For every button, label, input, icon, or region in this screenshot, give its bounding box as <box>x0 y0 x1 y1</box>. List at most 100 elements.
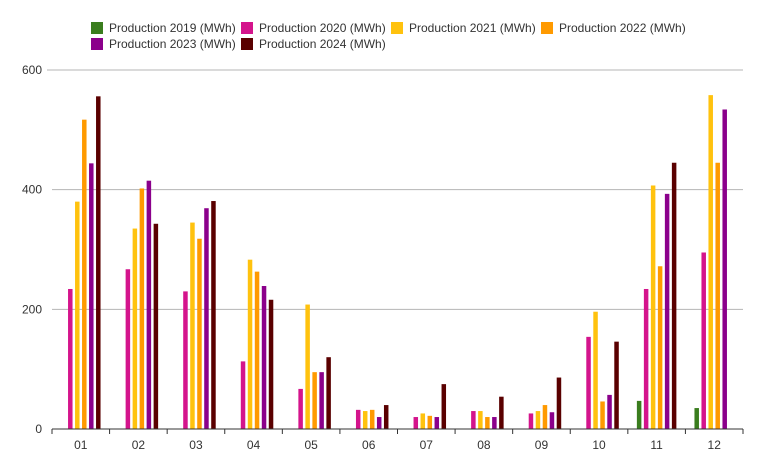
bar <box>671 162 677 429</box>
legend: Production 2019 (MWh) Production 2020 (MW… <box>91 21 686 51</box>
bar <box>362 411 368 429</box>
bar <box>701 252 706 429</box>
legend-item[interactable]: Production 2023 (MWh) <box>91 37 236 51</box>
bar <box>650 185 656 429</box>
bar <box>722 109 727 430</box>
grid-lines <box>52 69 743 310</box>
bar <box>383 405 389 429</box>
bar <box>183 291 188 429</box>
bar <box>427 415 433 429</box>
bar <box>715 162 720 429</box>
x-tick-label: 05 <box>304 438 318 452</box>
bar <box>146 180 152 429</box>
y-tick-label: 200 <box>22 302 42 316</box>
legend-swatch <box>91 38 103 50</box>
legend-item[interactable]: Production 2022 (MWh) <box>541 21 686 35</box>
bar <box>312 372 317 429</box>
bar <box>125 269 131 429</box>
legend-label: Production 2024 (MWh) <box>259 37 386 51</box>
bar <box>355 409 361 429</box>
legend-swatch <box>241 38 253 50</box>
bar <box>485 417 490 429</box>
bar <box>420 413 426 429</box>
legend-swatch <box>391 22 403 34</box>
bar <box>197 238 202 429</box>
bar <box>434 417 440 429</box>
bar <box>369 409 375 429</box>
bar <box>298 388 303 429</box>
legend-label: Production 2020 (MWh) <box>259 21 386 35</box>
legend-label: Production 2023 (MWh) <box>109 37 236 51</box>
bar <box>593 311 598 429</box>
bar <box>478 411 483 429</box>
legend-swatch <box>241 22 253 34</box>
bar <box>153 223 159 429</box>
y-tick-label: 0 <box>35 422 42 436</box>
bar <box>528 413 534 429</box>
bar <box>376 417 382 429</box>
bar <box>549 412 555 429</box>
bar <box>607 394 612 429</box>
legend-swatch <box>91 22 103 34</box>
legend-item[interactable]: Production 2024 (MWh) <box>241 37 386 51</box>
bar <box>413 417 419 429</box>
bar <box>139 188 145 429</box>
bar <box>240 361 246 429</box>
bar <box>664 193 670 429</box>
bar <box>89 163 94 429</box>
legend-swatch <box>541 22 553 34</box>
x-tick-label: 02 <box>132 438 146 452</box>
x-tick-label: 06 <box>362 438 376 452</box>
bar <box>268 299 274 429</box>
bar <box>247 259 253 429</box>
bar <box>535 411 541 429</box>
bar <box>636 400 642 429</box>
x-tick-label: 08 <box>477 438 491 452</box>
bar <box>471 411 476 429</box>
legend-item[interactable]: Production 2021 (MWh) <box>391 21 536 35</box>
bar <box>499 396 504 429</box>
x-tick-label: 04 <box>247 438 261 452</box>
bar <box>492 417 497 429</box>
x-tick-label: 12 <box>708 438 722 452</box>
x-tick-label: 07 <box>420 438 434 452</box>
bar <box>694 408 699 429</box>
bar <box>586 336 591 429</box>
bar <box>261 285 267 429</box>
bar <box>254 271 260 429</box>
legend-item[interactable]: Production 2020 (MWh) <box>241 21 386 35</box>
bar <box>614 341 619 429</box>
y-tick-label: 600 <box>22 63 42 77</box>
y-tick-label: 400 <box>22 183 42 197</box>
bar <box>708 95 713 429</box>
bar <box>96 96 101 430</box>
bar <box>441 384 447 429</box>
bar <box>75 201 80 429</box>
bar <box>326 357 331 429</box>
bar <box>643 288 649 429</box>
legend-item[interactable]: Production 2019 (MWh) <box>91 21 236 35</box>
bar <box>211 201 216 429</box>
bar <box>82 119 87 429</box>
x-tick-label: 03 <box>189 438 203 452</box>
bar <box>657 266 663 429</box>
x-tick-label: 01 <box>74 438 88 452</box>
bar <box>556 377 562 429</box>
bar <box>190 222 195 429</box>
x-tick-label: 11 <box>650 438 663 452</box>
bar <box>305 304 310 429</box>
bar <box>132 228 138 429</box>
bar <box>600 401 605 429</box>
axes: 0 200 400 600 01 02 03 04 05 06 07 08 09 10 11 12 <box>22 63 744 452</box>
bars-area <box>68 95 727 430</box>
x-tick-label: 10 <box>592 438 606 452</box>
bar <box>68 288 73 429</box>
legend-label: Production 2022 (MWh) <box>559 21 686 35</box>
x-tick-label: 09 <box>535 438 549 452</box>
legend-label: Production 2021 (MWh) <box>409 21 536 35</box>
bar <box>319 372 324 429</box>
legend-label: Production 2019 (MWh) <box>109 21 236 35</box>
bar <box>204 208 209 429</box>
